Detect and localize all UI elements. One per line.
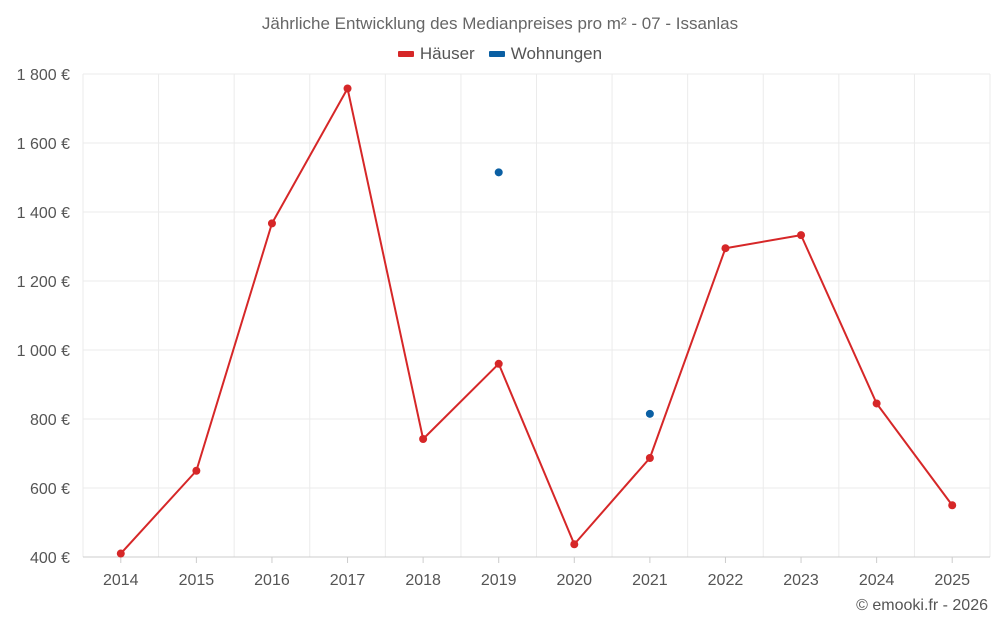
legend-item-wohnungen[interactable]: Wohnungen <box>488 44 603 64</box>
y-tick-label: 400 € <box>30 550 70 567</box>
x-tick-label: 2019 <box>481 572 517 589</box>
x-tick-label: 2024 <box>859 572 895 589</box>
x-tick-label: 2015 <box>179 572 215 589</box>
chart-title: Jährliche Entwicklung des Medianpreises … <box>261 14 739 33</box>
x-tick-label: 2022 <box>708 572 744 589</box>
data-point-haeuser-2022 <box>721 244 730 253</box>
data-point-haeuser-2019 <box>494 359 503 368</box>
legend: Häuser Wohnungen <box>0 44 1000 64</box>
y-tick-label: 1 400 € <box>17 205 70 222</box>
legend-swatch-haeuser <box>397 51 414 57</box>
x-tick-label: 2025 <box>934 572 970 589</box>
data-point-haeuser-2015 <box>192 466 201 475</box>
x-tick-label: 2014 <box>103 572 139 589</box>
y-tick-label: 1 800 € <box>17 67 70 84</box>
data-point-haeuser-2020 <box>570 540 579 549</box>
data-point-haeuser-2024 <box>872 399 881 408</box>
legend-swatch-wohnungen <box>488 51 505 57</box>
x-tick-label: 2020 <box>556 572 592 589</box>
data-point-haeuser-2016 <box>267 219 276 228</box>
y-tick-label: 800 € <box>30 412 70 429</box>
data-point-wohnungen-2021 <box>645 409 654 418</box>
x-tick-label: 2023 <box>783 572 819 589</box>
x-tick-label: 2021 <box>632 572 668 589</box>
x-tick-label: 2016 <box>254 572 290 589</box>
data-point-wohnungen-2019 <box>494 168 503 177</box>
data-point-haeuser-2021 <box>645 453 654 462</box>
legend-label-haeuser: Häuser <box>419 44 475 63</box>
legend-item-haeuser[interactable]: Häuser <box>397 44 475 64</box>
data-point-haeuser-2014 <box>116 549 125 558</box>
x-tick-label: 2018 <box>405 572 441 589</box>
data-point-haeuser-2018 <box>419 435 428 444</box>
y-tick-label: 600 € <box>30 481 70 498</box>
credit-text: © emooki.fr - 2026 <box>856 597 988 614</box>
y-tick-label: 1 000 € <box>17 343 70 360</box>
y-tick-label: 1 600 € <box>17 136 70 153</box>
legend-label-wohnungen: Wohnungen <box>510 44 603 63</box>
data-point-haeuser-2017 <box>343 84 352 93</box>
data-point-haeuser-2025 <box>948 501 957 510</box>
y-tick-label: 1 200 € <box>17 274 70 291</box>
x-tick-label: 2017 <box>330 572 366 589</box>
data-point-haeuser-2023 <box>797 231 806 240</box>
series-line-haeuser <box>120 87 954 555</box>
